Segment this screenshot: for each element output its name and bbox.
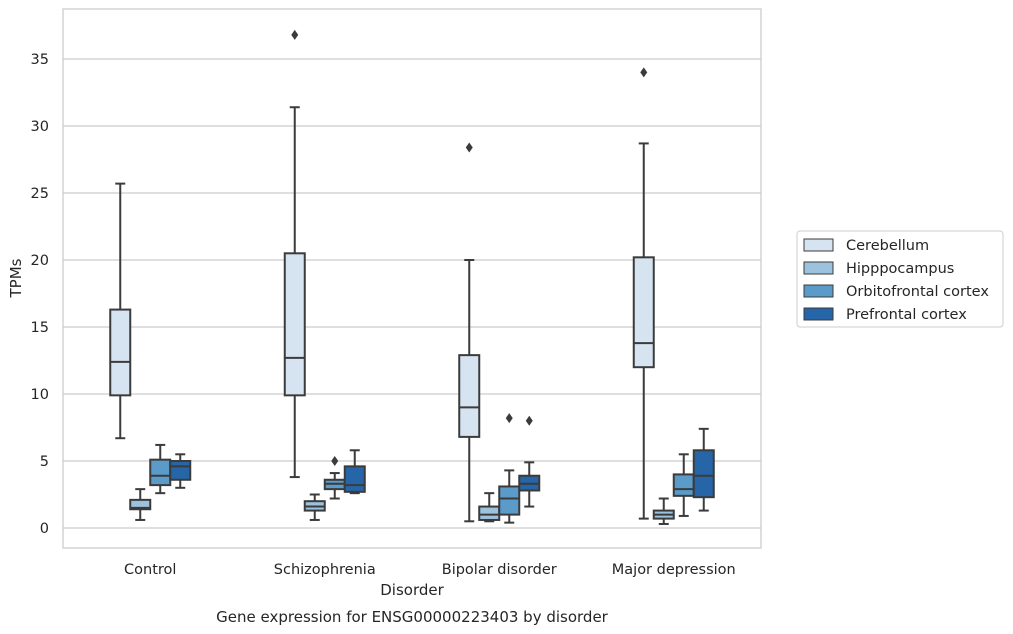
box-iqr bbox=[458, 354, 481, 438]
box-iqr bbox=[109, 308, 132, 397]
box-iqr bbox=[129, 498, 152, 511]
box-iqr bbox=[632, 256, 655, 369]
y-axis-label: TPMs bbox=[7, 258, 25, 298]
box-cerebellum-1 bbox=[283, 29, 306, 479]
gridlines bbox=[63, 58, 761, 529]
box-hipppocampus-1 bbox=[303, 493, 326, 521]
box-prefrontal-cortex-0 bbox=[169, 453, 192, 489]
box-orbitofrontal-cortex-1 bbox=[323, 456, 346, 500]
outlier-point-0 bbox=[505, 413, 513, 424]
box-hipppocampus-3 bbox=[652, 497, 675, 525]
y-tick-label-15: 15 bbox=[31, 320, 49, 336]
box-iqr bbox=[498, 485, 521, 516]
outlier-point-0 bbox=[465, 142, 473, 153]
box-prefrontal-cortex-2 bbox=[518, 415, 541, 508]
y-tick-label-10: 10 bbox=[31, 387, 49, 403]
box-iqr bbox=[149, 458, 172, 487]
boxes bbox=[109, 29, 715, 525]
y-tick-label-30: 30 bbox=[31, 119, 49, 135]
legend-swatch-orbitofrontal-cortex bbox=[803, 284, 834, 298]
box-iqr bbox=[169, 460, 192, 481]
box-cerebellum-3 bbox=[632, 67, 655, 520]
box-iqr bbox=[283, 252, 306, 397]
legend-frame bbox=[796, 230, 1004, 328]
legend: Cerebellum Hipppocampus Orbitofrontal cort… bbox=[796, 230, 1004, 328]
box-prefrontal-cortex-3 bbox=[692, 427, 715, 512]
box-cerebellum-2 bbox=[458, 142, 481, 523]
x-axis-label: Disorder bbox=[380, 581, 444, 599]
legend-swatch-cerebellum bbox=[803, 238, 834, 252]
box-iqr bbox=[343, 465, 366, 493]
legend-entry-cerebellum: Cerebellum bbox=[846, 238, 929, 254]
box-hipppocampus-0 bbox=[129, 488, 152, 521]
legend-swatch-hipppocampus bbox=[803, 261, 834, 275]
outlier-point-0 bbox=[331, 456, 339, 466]
box-hipppocampus-2 bbox=[478, 492, 501, 523]
outlier-point-0 bbox=[640, 67, 648, 78]
box-cerebellum-0 bbox=[109, 182, 132, 440]
chart-title: Gene expression for ENSG00000223403 by d… bbox=[216, 608, 609, 626]
x-tick-label-bipolar-disorder: Bipolar disorder bbox=[442, 562, 557, 578]
x-tick-label-schizophrenia: Schizophrenia bbox=[274, 562, 376, 578]
y-tick-label-0: 0 bbox=[40, 521, 49, 537]
legend-swatch-prefrontal-cortex bbox=[803, 307, 834, 321]
y-tick-label-20: 20 bbox=[31, 253, 49, 269]
legend-entry-orbitofrontal-cortex: Orbitofrontal cortex bbox=[846, 284, 989, 300]
legend-entry-hipppocampus: Hipppocampus bbox=[846, 261, 954, 277]
box-iqr bbox=[478, 505, 501, 521]
y-tick-label-5: 5 bbox=[40, 454, 49, 470]
box-orbitofrontal-cortex-0 bbox=[149, 443, 172, 495]
box-prefrontal-cortex-1 bbox=[343, 449, 366, 495]
y-axis-ticks: 0 5 10 15 20 25 30 35 bbox=[31, 52, 49, 537]
box-iqr bbox=[692, 449, 715, 499]
outlier-point-0 bbox=[291, 29, 299, 40]
y-tick-label-25: 25 bbox=[31, 186, 49, 202]
outlier-point-0 bbox=[525, 415, 533, 426]
box-orbitofrontal-cortex-3 bbox=[672, 453, 695, 517]
x-axis-ticks: Control Schizophrenia Bipolar disorder Majo… bbox=[124, 562, 736, 578]
plot-area-frame bbox=[62, 8, 762, 549]
x-tick-label-control: Control bbox=[124, 562, 176, 578]
box-iqr bbox=[672, 473, 695, 497]
box-orbitofrontal-cortex-2 bbox=[498, 413, 521, 524]
x-tick-label-major-depression: Major depression bbox=[612, 562, 736, 578]
legend-entry-prefrontal-cortex: Prefrontal cortex bbox=[846, 307, 967, 323]
y-tick-label-35: 35 bbox=[31, 52, 49, 68]
